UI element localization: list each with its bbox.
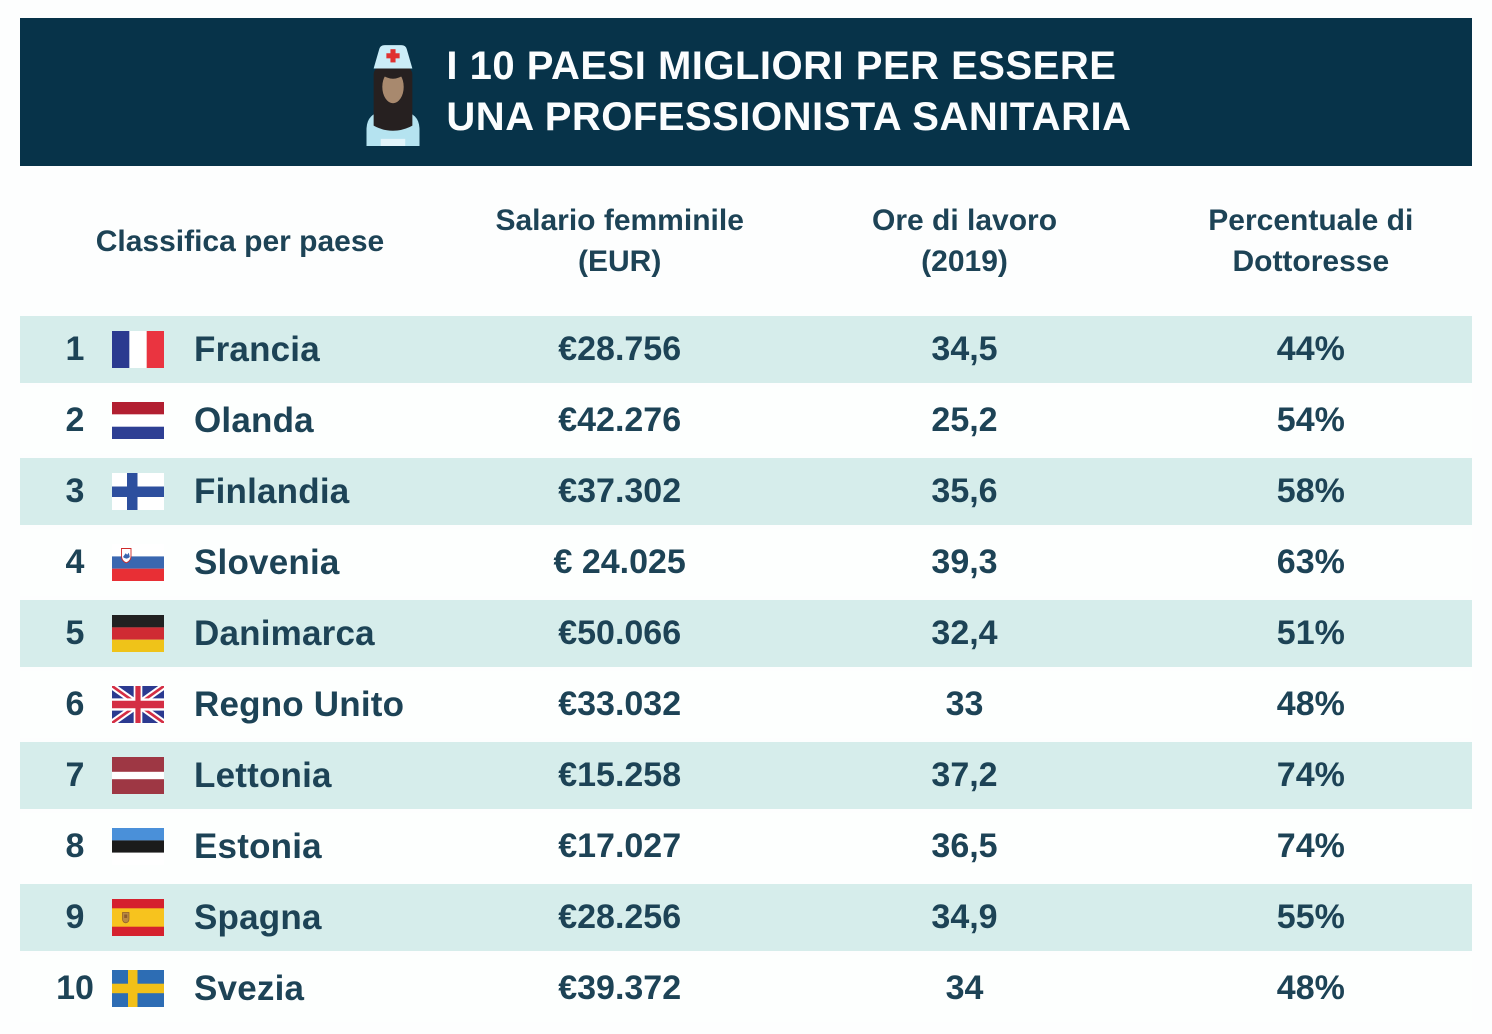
netherlands-flag-icon [112,402,164,439]
country-cell: 7 Lettonia [20,756,460,796]
country-cell: 2 Olanda [20,401,460,441]
salary-value: €15.258 [558,756,682,794]
doctors-pct-value: 58% [1276,472,1345,510]
spain-flag-icon [112,899,164,936]
salary-value: € 24.025 [553,543,686,581]
hours-value: 36,5 [931,827,998,865]
rank-label: 5 [65,614,85,652]
latvia-flag-icon [112,757,164,794]
hours-value: 37,2 [931,756,998,794]
doctors-pct-value: 55% [1276,898,1345,936]
rank-label: 8 [65,827,85,865]
salary-value: €37.302 [558,472,682,510]
table-row: 1 Francia €28.756 34,5 44% [20,316,1472,383]
table-row: 8 Estonia €17.027 36,5 74% [20,813,1472,880]
country-cell: 3 Finlandia [20,472,460,512]
rank-label: 2 [65,401,85,439]
slovenia-flag-icon [112,544,164,581]
rank-label: 4 [65,543,85,581]
country-cell: 10 Svezia [20,969,460,1009]
country-name: Slovenia [194,542,340,582]
table-row: 3 Finlandia €37.302 35,6 58% [20,458,1472,525]
doctors-pct-value: 74% [1276,827,1345,865]
uk-flag-icon [112,686,164,723]
country-cell: 9 Spagna [20,898,460,938]
column-header-ore: Ore di lavoro (2019) [871,204,1058,278]
doctors-pct-value: 48% [1276,969,1345,1007]
doctors-pct-value: 48% [1276,685,1345,723]
rank-label: 7 [65,756,85,794]
country-cell: 6 Regno Unito [20,685,460,725]
hours-value: 33 [945,685,984,723]
rank-label: 6 [65,685,85,723]
france-flag-icon [112,331,164,368]
title-banner: I 10 PAESI MIGLIORI PER ESSERE UNA PROFE… [20,18,1472,166]
salary-value: €39.372 [558,969,682,1007]
country-name: Francia [194,329,320,369]
doctors-pct-value: 54% [1276,401,1345,439]
estonia-flag-icon [112,828,164,865]
country-name: Danimarca [194,613,375,653]
salary-value: €28.756 [558,330,682,368]
country-table: 1 Francia €28.756 34,5 44% 2 Olanda €42.… [20,316,1472,1022]
table-row: 7 Lettonia €15.258 37,2 74% [20,742,1472,809]
rank-label: 3 [65,472,85,510]
country-cell: 8 Estonia [20,827,460,867]
salary-value: €42.276 [558,401,682,439]
nurse-icon [360,40,426,146]
sweden-flag-icon [112,970,164,1007]
country-name: Regno Unito [194,684,405,724]
country-cell: 5 Danimarca [20,614,460,654]
finland-flag-icon [112,473,164,510]
hours-value: 39,3 [931,543,998,581]
doctors-pct-value: 74% [1276,756,1345,794]
country-cell: 4 Slovenia [20,543,460,583]
table-row: 10 Svezia €39.372 34 48% [20,955,1472,1022]
country-name: Lettonia [194,755,332,795]
rank-label: 10 [56,969,94,1007]
salary-value: €28.256 [558,898,682,936]
country-cell: 1 Francia [20,330,460,370]
salary-value: €50.066 [558,614,682,652]
title-line-1: I 10 PAESI MIGLIORI PER ESSERE [446,44,1117,88]
country-name: Svezia [194,968,305,1008]
country-name: Olanda [194,400,314,440]
country-name: Estonia [194,826,322,866]
rank-label: 1 [65,330,85,368]
column-header-percentuale: Percentuale di Dottoresse [1208,204,1414,278]
salary-value: €33.032 [558,685,682,723]
table-row: 5 Danimarca €50.066 32,4 51% [20,600,1472,667]
hours-value: 34,9 [931,898,998,936]
country-name: Spagna [194,897,322,937]
doctors-pct-value: 63% [1276,543,1345,581]
table-header-row: Classifica per paese Salario femminile (E… [20,166,1472,316]
table-row: 4 Slovenia € 24.025 39,3 63% [20,529,1472,596]
table-row: 6 Regno Unito €33.032 33 48% [20,671,1472,738]
page-title: I 10 PAESI MIGLIORI PER ESSERE UNA PROFE… [446,41,1131,143]
hours-value: 34 [945,969,984,1007]
hours-value: 34,5 [931,330,998,368]
country-name: Finlandia [194,471,350,511]
table-row: 2 Olanda €42.276 25,2 54% [20,387,1472,454]
title-line-2: UNA PROFESSIONISTA SANITARIA [446,95,1132,139]
salary-value: €17.027 [558,827,682,865]
germany-flag-icon [112,615,164,652]
column-header-classifica: Classifica per paese [95,224,385,258]
column-header-salario: Salario femminile (EUR) [495,204,744,278]
hours-value: 25,2 [931,401,998,439]
hours-value: 35,6 [931,472,998,510]
hours-value: 32,4 [931,614,998,652]
doctors-pct-value: 44% [1276,330,1345,368]
doctors-pct-value: 51% [1276,614,1345,652]
rank-label: 9 [65,898,85,936]
table-row: 9 Spagna €28.256 34,9 55% [20,884,1472,951]
